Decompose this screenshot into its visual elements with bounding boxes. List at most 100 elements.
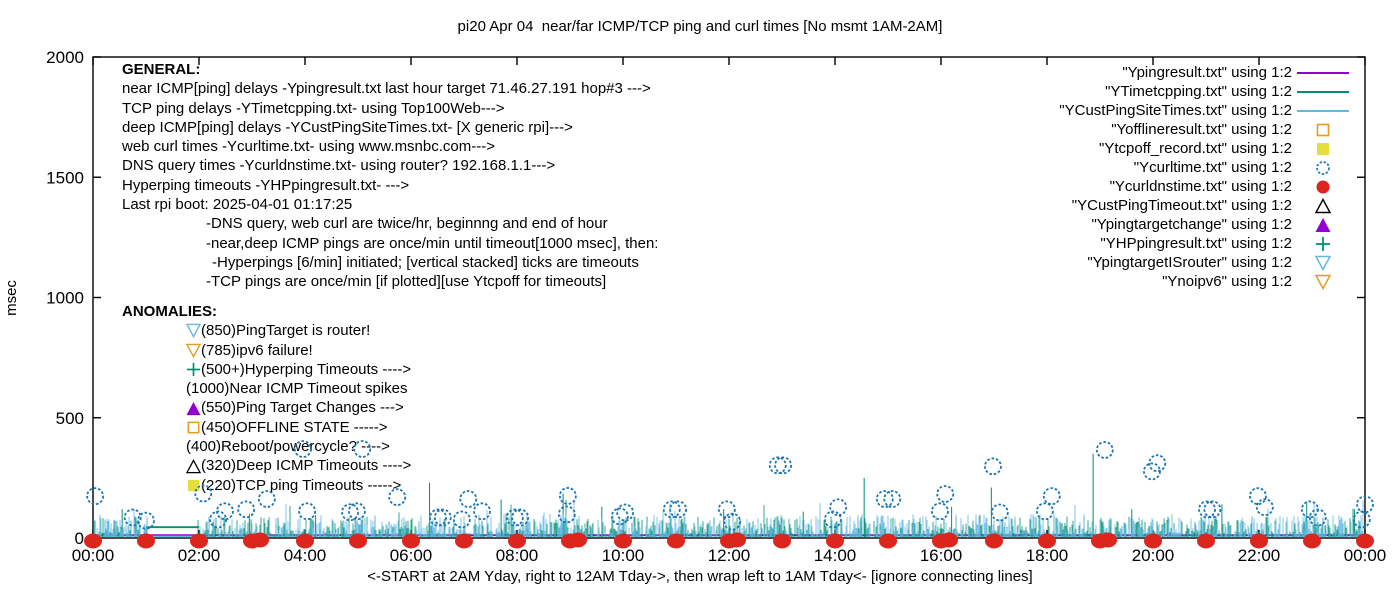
curl-time-point bbox=[829, 498, 848, 517]
triangle-down-open-icon bbox=[186, 324, 201, 339]
curl-time-point bbox=[1143, 462, 1161, 481]
legend-symbol bbox=[1292, 66, 1354, 80]
general-note-line: -Hyperpings [6/min] initiated; [vertical… bbox=[212, 253, 639, 271]
dns-time-point bbox=[349, 533, 367, 549]
x-tick-label: 06:00 bbox=[390, 546, 433, 565]
curl-time-point bbox=[237, 500, 256, 519]
curl-time-point bbox=[433, 508, 452, 527]
curl-time-point bbox=[137, 511, 155, 530]
curl-time-point bbox=[1352, 510, 1371, 529]
x-tick-label: 12:00 bbox=[708, 546, 751, 565]
anomaly-label: (1000)Near ICMP Timeout spikes bbox=[186, 380, 408, 398]
dns-time-point bbox=[1250, 533, 1268, 549]
x-tick-label: 04:00 bbox=[284, 546, 327, 565]
anomaly-item: (220)TCP ping Timeouts -----> bbox=[122, 476, 411, 495]
dns-time-point bbox=[932, 533, 950, 549]
legend-entry: "YCustPingTimeout.txt" using 1:2 bbox=[1059, 196, 1354, 215]
y-tick-label: 1500 bbox=[46, 168, 84, 187]
anomaly-label: (500+)Hyperping Timeouts ----> bbox=[201, 360, 412, 378]
curl-time-point bbox=[823, 510, 842, 529]
square-filled-icon bbox=[187, 479, 200, 491]
x-tick-label: 00:00 bbox=[72, 546, 115, 565]
curl-time-point bbox=[216, 502, 234, 521]
anomaly-item: (320)Deep ICMP Timeouts ----> bbox=[122, 456, 411, 475]
y-tick-label: 1000 bbox=[46, 289, 84, 308]
dns-time-point bbox=[251, 532, 269, 548]
x-tick-label: 16:00 bbox=[920, 546, 963, 565]
line-sample-icon bbox=[1297, 71, 1349, 74]
dns-time-point bbox=[879, 533, 897, 549]
line-sample-icon bbox=[1297, 109, 1349, 112]
dns-time-point bbox=[1144, 533, 1162, 549]
legend-label: "YTimetcpping.txt" using 1:2 bbox=[1105, 83, 1292, 100]
general-note-line: Hyperping timeouts -YHPpingresult.txt- -… bbox=[122, 176, 410, 194]
curl-time-point bbox=[298, 502, 317, 521]
general-notes: GENERAL: near ICMP[ping] delays -Ypingre… bbox=[122, 60, 658, 292]
dns-time-point bbox=[1099, 532, 1117, 548]
dns-time-point bbox=[985, 533, 1003, 549]
curl-time-point bbox=[341, 503, 359, 522]
anomaly-item: (450)OFFLINE STATE -----> bbox=[122, 418, 411, 437]
curl-time-point bbox=[459, 490, 478, 508]
legend-symbol bbox=[1292, 179, 1354, 195]
anomaly-label: (320)Deep ICMP Timeouts ----> bbox=[201, 457, 412, 475]
dns-time-point bbox=[667, 533, 685, 549]
triangle-down-open-icon bbox=[186, 343, 201, 358]
legend-label: "Ycurltime.txt" using 1:2 bbox=[1133, 159, 1292, 176]
anomaly-item: (400)Reboot/powercycle? ----> bbox=[122, 437, 411, 456]
legend-symbol bbox=[1292, 236, 1354, 252]
dns-time-point bbox=[190, 533, 208, 549]
curl-time-point bbox=[616, 503, 635, 522]
curl-time-point bbox=[1035, 502, 1054, 521]
circle-filled-icon bbox=[1316, 180, 1330, 193]
curl-time-point bbox=[1356, 495, 1374, 514]
legend-entry: "Ypingtargetchange" using 1:2 bbox=[1059, 215, 1354, 234]
square-open-icon bbox=[187, 421, 200, 434]
anomalies-notes: ANOMALIES: (850)PingTarget is router! (78… bbox=[122, 302, 411, 495]
curl-time-point bbox=[990, 503, 1009, 522]
chart-legend: "Ypingresult.txt" using 1:2 "YTimetcpping… bbox=[1059, 63, 1354, 291]
legend-entry: "Yofflineresult.txt" using 1:2 bbox=[1059, 120, 1354, 139]
curl-time-point bbox=[669, 500, 688, 519]
legend-entry: "Ycurltime.txt" using 1:2 bbox=[1059, 158, 1354, 177]
dns-time-point bbox=[569, 532, 587, 548]
square-filled-icon bbox=[1317, 142, 1329, 155]
dns-time-point bbox=[1356, 533, 1374, 549]
curl-time-point bbox=[429, 508, 447, 527]
general-note-line: TCP ping delays -YTimetcpping.txt- using… bbox=[122, 99, 505, 117]
legend-label: "YCustPingTimeout.txt" using 1:2 bbox=[1071, 197, 1292, 214]
legend-label: "Ypingresult.txt" using 1:2 bbox=[1122, 64, 1292, 81]
dns-time-point bbox=[296, 533, 314, 549]
plus-icon bbox=[186, 362, 201, 377]
dns-time-point bbox=[455, 533, 473, 549]
legend-label: "Ytcpoff_record.txt" using 1:2 bbox=[1099, 140, 1292, 157]
curl-time-point bbox=[1203, 500, 1222, 519]
curl-time-point bbox=[1095, 441, 1114, 459]
legend-entry: "Ypingresult.txt" using 1:2 bbox=[1059, 63, 1354, 82]
legend-entry: "Ycurldnstime.txt" using 1:2 bbox=[1059, 177, 1354, 196]
dns-time-point bbox=[773, 533, 791, 549]
curl-time-point bbox=[936, 485, 955, 503]
anomaly-item: (785)ipv6 failure! bbox=[122, 341, 411, 360]
triangle-up-filled-icon bbox=[186, 401, 201, 415]
legend-symbol bbox=[1292, 197, 1354, 214]
triangle-up-filled-icon bbox=[1315, 217, 1331, 232]
legend-symbol bbox=[1292, 217, 1354, 233]
dns-time-point bbox=[1197, 533, 1215, 549]
dns-time-point bbox=[826, 533, 844, 549]
plus-icon bbox=[1316, 236, 1330, 251]
legend-entry: "YHPpingresult.txt" using 1:2 bbox=[1059, 234, 1354, 253]
dns-time-point bbox=[137, 533, 155, 549]
curl-time-point bbox=[774, 456, 792, 475]
legend-symbol bbox=[1292, 85, 1354, 99]
curl-time-point bbox=[883, 490, 902, 508]
curl-time-point bbox=[1308, 508, 1327, 527]
anomaly-label: (220)TCP ping Timeouts -----> bbox=[201, 476, 402, 494]
curl-time-point bbox=[1042, 487, 1061, 506]
curl-time-point bbox=[1255, 498, 1274, 517]
square-open-icon bbox=[1316, 123, 1330, 136]
x-tick-label: 20:00 bbox=[1132, 546, 1175, 565]
anomaly-label: (400)Reboot/powercycle? ----> bbox=[186, 438, 390, 456]
curl-time-point bbox=[123, 508, 142, 527]
x-tick-label: 02:00 bbox=[178, 546, 221, 565]
